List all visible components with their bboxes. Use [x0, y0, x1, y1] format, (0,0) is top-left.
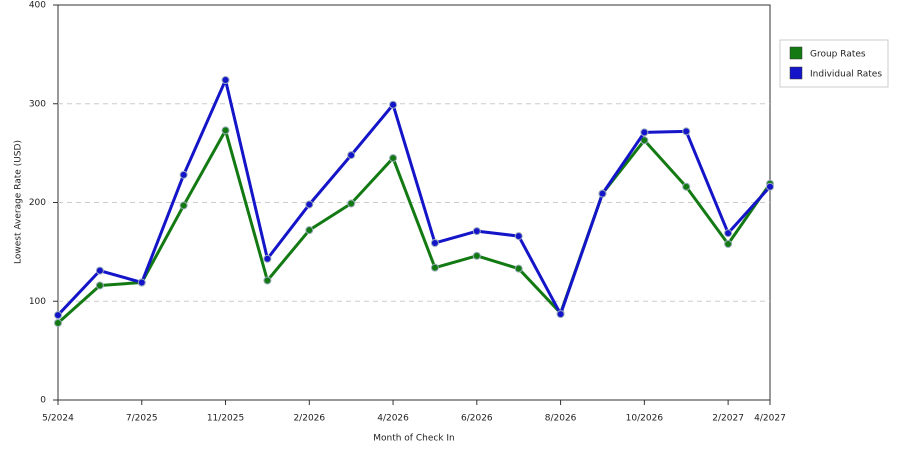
y-axis-title: Lowest Average Rate (USD) [14, 140, 24, 264]
y-tick-label: 100 [29, 297, 46, 307]
point [724, 229, 733, 238]
point [54, 311, 62, 320]
point [221, 126, 230, 135]
point [682, 127, 691, 136]
point [263, 254, 272, 263]
x-tick-label: 4/2027 [754, 414, 786, 424]
point [724, 239, 733, 248]
y-tick-label: 300 [29, 99, 46, 109]
x-tick-label: 4/2026 [377, 414, 409, 424]
point [514, 264, 523, 273]
point [598, 189, 607, 198]
point [347, 199, 356, 208]
point [179, 170, 188, 179]
x-tick-label: 8/2026 [545, 414, 577, 424]
y-tick-label: 400 [29, 1, 46, 11]
point [430, 263, 439, 272]
point [305, 200, 314, 209]
point [682, 182, 691, 191]
point [640, 128, 649, 137]
point [305, 226, 314, 235]
point [95, 281, 104, 290]
legend-swatch [789, 46, 803, 60]
point [556, 310, 565, 319]
point [95, 266, 104, 275]
x-tick-label: 5/2024 [42, 414, 74, 424]
point [54, 318, 62, 327]
point [263, 276, 272, 285]
x-tick-label: 2/2026 [293, 414, 325, 424]
legend-swatch [789, 66, 803, 80]
x-tick-label: 2/2027 [712, 414, 744, 424]
legend-label: Group Rates [810, 50, 866, 60]
y-tick-label: 200 [29, 198, 46, 208]
point [137, 278, 146, 287]
series-line [56, 78, 772, 317]
point [389, 100, 398, 109]
x-tick-label: 11/2025 [207, 414, 244, 424]
point [472, 251, 481, 260]
series-line [56, 128, 772, 325]
point [221, 76, 230, 85]
point [766, 182, 774, 191]
point [430, 238, 439, 247]
x-tick-label: 10/2026 [626, 414, 664, 424]
point [640, 136, 649, 145]
legend-label: Individual Rates [810, 70, 882, 80]
x-tick-label: 7/2025 [126, 414, 158, 424]
point [514, 232, 523, 241]
point [179, 201, 188, 210]
point [347, 151, 356, 160]
y-tick-label: 0 [40, 396, 46, 406]
point [472, 227, 481, 236]
x-axis-title: Month of Check In [373, 434, 455, 444]
x-tick-label: 6/2026 [461, 414, 493, 424]
point [389, 154, 398, 163]
